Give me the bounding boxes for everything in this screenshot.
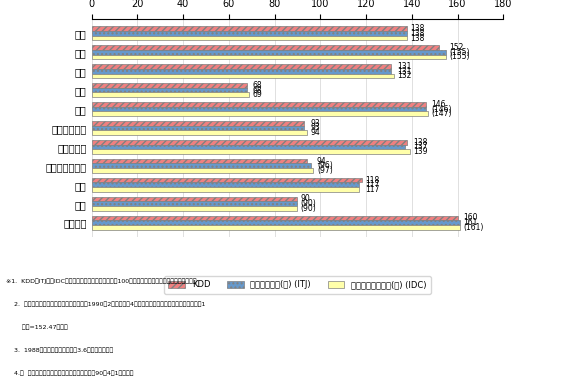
- Bar: [92, 187, 359, 192]
- Text: 68: 68: [253, 86, 263, 95]
- Text: 93: 93: [310, 119, 320, 128]
- Bar: [92, 31, 407, 36]
- Text: 69: 69: [253, 90, 263, 99]
- Text: ドル=152.47円）。: ドル=152.47円）。: [6, 325, 67, 330]
- Text: 118: 118: [365, 176, 379, 185]
- Bar: [92, 64, 391, 69]
- Bar: [92, 45, 439, 50]
- Text: 93: 93: [310, 123, 320, 133]
- Bar: [92, 92, 249, 97]
- Bar: [92, 140, 407, 144]
- Bar: [92, 112, 428, 116]
- Bar: [92, 183, 359, 187]
- Bar: [92, 88, 247, 92]
- Bar: [92, 69, 391, 73]
- Text: 68: 68: [253, 81, 263, 90]
- Text: (90): (90): [301, 204, 317, 213]
- Text: (97): (97): [317, 166, 333, 175]
- Text: (161): (161): [463, 223, 484, 232]
- Text: 160: 160: [463, 214, 478, 222]
- Bar: [92, 73, 394, 78]
- Bar: [92, 36, 407, 40]
- Bar: [92, 102, 426, 107]
- Text: 139: 139: [413, 147, 427, 156]
- Bar: [92, 107, 426, 112]
- Bar: [92, 26, 407, 31]
- Text: (146): (146): [431, 105, 452, 113]
- Bar: [92, 144, 405, 149]
- Text: 131: 131: [397, 67, 411, 76]
- Text: 161: 161: [463, 218, 478, 227]
- Text: 146: 146: [431, 100, 446, 109]
- Text: 138: 138: [411, 29, 425, 38]
- Bar: [92, 149, 410, 154]
- Bar: [92, 197, 297, 201]
- Bar: [92, 168, 313, 173]
- Text: 117: 117: [365, 180, 379, 189]
- Text: 3.  1988年度の平均通話分数（3.6分）での比較。: 3. 1988年度の平均通話分数（3.6分）での比較。: [6, 348, 113, 353]
- Bar: [92, 55, 446, 59]
- Bar: [92, 159, 307, 163]
- Text: 138: 138: [413, 138, 427, 147]
- Bar: [92, 215, 458, 220]
- Text: 131: 131: [397, 62, 411, 71]
- Bar: [92, 50, 446, 55]
- Text: (155): (155): [450, 52, 470, 62]
- Text: 138: 138: [411, 24, 425, 33]
- Bar: [92, 130, 307, 135]
- Text: (96): (96): [317, 161, 333, 170]
- Bar: [92, 225, 460, 230]
- Text: ※1.  KDD、ITJ及びIDCのそれぞれの日本側料金水準を100とした場合の相手国側料金水準の指数。: ※1. KDD、ITJ及びIDCのそれぞれの日本側料金水準を100とした場合の相…: [6, 279, 196, 285]
- Text: (147): (147): [431, 109, 452, 118]
- Text: 132: 132: [397, 71, 411, 80]
- Text: 94: 94: [310, 128, 320, 137]
- Text: (90): (90): [301, 199, 317, 208]
- Text: 4.（  ）はサービスの開始されていない地域（90年4月1日現在）: 4.（ ）はサービスの開始されていない地域（90年4月1日現在）: [6, 371, 133, 376]
- Bar: [92, 201, 297, 206]
- Text: 137: 137: [413, 142, 427, 151]
- Bar: [92, 163, 311, 168]
- Bar: [92, 206, 297, 211]
- Text: 2.  相手国側料金の円換算に当たっては、1990年2月から同年4月までの初日為替相場の平均を用いた（1: 2. 相手国側料金の円換算に当たっては、1990年2月から同年4月までの初日為替…: [6, 302, 205, 308]
- Legend: KDD, 日本国際通信(株) (ITJ), 国際デジタル通信(株) (IDC): KDD, 日本国際通信(株) (ITJ), 国際デジタル通信(株) (IDC): [164, 276, 431, 294]
- Text: 90: 90: [301, 194, 311, 204]
- Bar: [92, 121, 304, 126]
- Bar: [92, 220, 460, 225]
- Bar: [92, 83, 247, 88]
- Text: (155): (155): [450, 48, 470, 57]
- Text: 117: 117: [365, 185, 379, 194]
- Text: 152: 152: [450, 43, 464, 52]
- Bar: [92, 178, 362, 183]
- Bar: [92, 126, 304, 130]
- Text: 138: 138: [411, 34, 425, 42]
- Text: 94: 94: [317, 157, 327, 166]
